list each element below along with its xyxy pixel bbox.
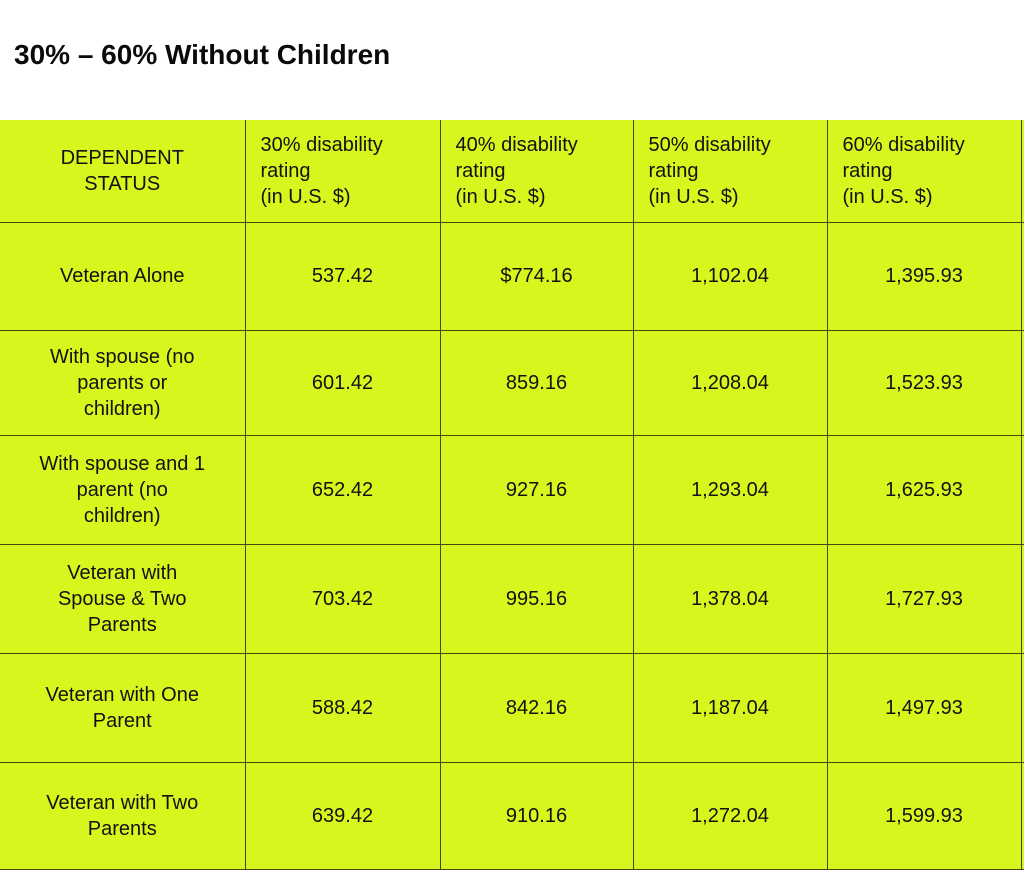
value-cell: 1,293.04 <box>632 434 828 545</box>
column-header-60-percent: 60% disability rating (in U.S. $) <box>826 120 1022 223</box>
row-label-cell: With spouse and 1 parent (no children) <box>0 434 246 545</box>
value-cell: 1,497.93 <box>826 652 1022 763</box>
value-cell: 588.42 <box>244 652 441 763</box>
row-label-cell: Veteran with Two Parents <box>0 761 246 870</box>
column-header-50-percent: 50% disability rating (in U.S. $) <box>632 120 828 223</box>
table-row: Veteran with Two Parents 639.42 910.16 1,27… <box>0 761 1024 870</box>
table-body: Veteran Alone 537.42 $774.16 1,102.04 1,395.… <box>0 221 1024 870</box>
value-cell: 910.16 <box>439 761 634 870</box>
value-cell: 927.16 <box>439 434 634 545</box>
column-header-30-percent: 30% disability rating (in U.S. $) <box>244 120 441 223</box>
column-header-dependent-status: DEPENDENT STATUS <box>0 120 246 223</box>
value-cell: 1,395.93 <box>826 221 1022 331</box>
value-cell: 1,272.04 <box>632 761 828 870</box>
row-label-cell: Veteran Alone <box>0 221 246 331</box>
value-cell: 1,523.93 <box>826 329 1022 436</box>
value-cell: 652.42 <box>244 434 441 545</box>
value-cell: 1,378.04 <box>632 543 828 654</box>
value-cell: $774.16 <box>439 221 634 331</box>
value-cell: 995.16 <box>439 543 634 654</box>
table-row: With spouse and 1 parent (no children) 65… <box>0 434 1024 545</box>
value-cell: 1,187.04 <box>632 652 828 763</box>
value-cell: 1,625.93 <box>826 434 1022 545</box>
value-cell: 703.42 <box>244 543 441 654</box>
page-title: 30% – 60% Without Children <box>14 39 391 70</box>
cutoff-column-cell <box>1020 761 1024 870</box>
header-row: DEPENDENT STATUS 30% disability rating (… <box>0 120 1024 223</box>
value-cell: 601.42 <box>244 329 441 436</box>
table-row: Veteran with One Parent 588.42 842.16 1,187… <box>0 652 1024 763</box>
value-cell: 537.42 <box>244 221 441 331</box>
row-label-cell: Veteran with One Parent <box>0 652 246 763</box>
value-cell: 859.16 <box>439 329 634 436</box>
row-label-cell: With spouse (no parents or children) <box>0 329 246 436</box>
value-cell: 842.16 <box>439 652 634 763</box>
column-header-40-percent: 40% disability rating (in U.S. $) <box>439 120 634 223</box>
value-cell: 1,208.04 <box>632 329 828 436</box>
row-label-cell: Veteran with Spouse & Two Parents <box>0 543 246 654</box>
table-row: With spouse (no parents or children) 601.… <box>0 329 1024 436</box>
table-row: Veteran Alone 537.42 $774.16 1,102.04 1,395.… <box>0 221 1024 331</box>
value-cell: 639.42 <box>244 761 441 870</box>
value-cell: 1,102.04 <box>632 221 828 331</box>
value-cell: 1,727.93 <box>826 543 1022 654</box>
disability-rates-table: DEPENDENT STATUS 30% disability rating (… <box>0 120 1024 870</box>
value-cell: 1,599.93 <box>826 761 1022 870</box>
table-row: Veteran with Spouse & Two Parents 703.42 9… <box>0 543 1024 654</box>
